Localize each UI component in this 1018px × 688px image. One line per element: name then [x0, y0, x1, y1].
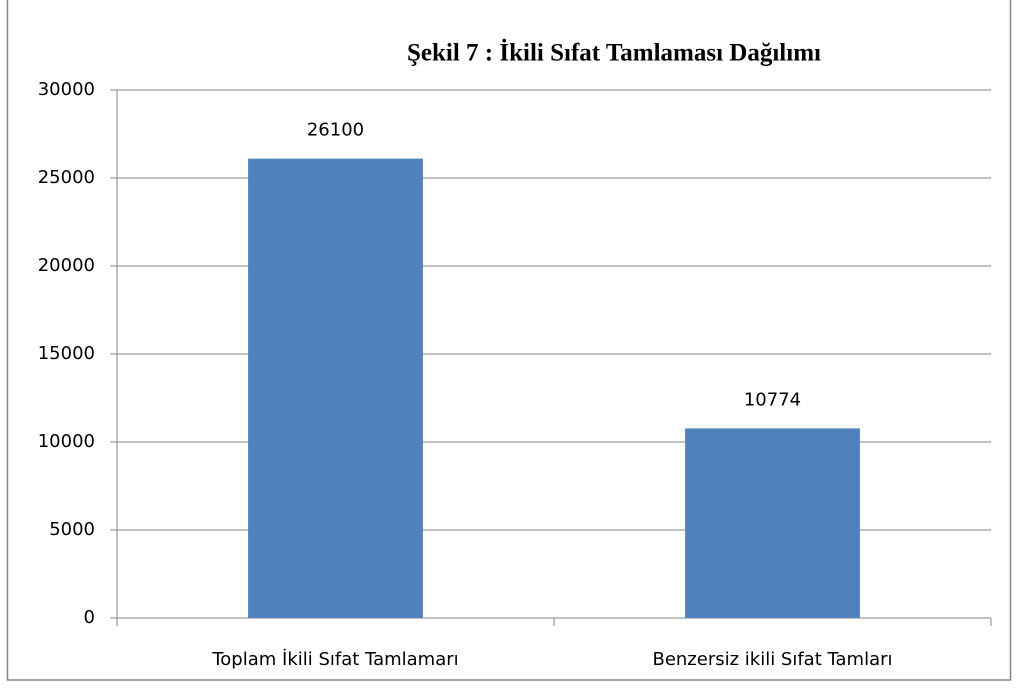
y-tick-label: 10000 [38, 431, 95, 452]
y-tick-label: 20000 [38, 255, 95, 276]
x-tick-label: Toplam İkili Sıfat Tamlamarı [211, 649, 458, 670]
y-tick-label: 30000 [38, 79, 95, 100]
chart-border [6, 0, 1012, 681]
y-tick-label: 0 [84, 607, 95, 628]
chart-title: Şekil 7 : İkili Sıfat Tamlaması Dağılımı [407, 39, 821, 67]
x-tick-label: Benzersiz ikili Sıfat Tamları [652, 649, 892, 670]
bar [685, 428, 860, 618]
y-tick-label: 15000 [38, 343, 95, 364]
bar [248, 158, 423, 618]
y-tick-label: 5000 [49, 519, 95, 540]
y-tick-label: 25000 [38, 167, 95, 188]
data-label: 26100 [307, 120, 364, 141]
data-label: 10774 [744, 389, 801, 410]
